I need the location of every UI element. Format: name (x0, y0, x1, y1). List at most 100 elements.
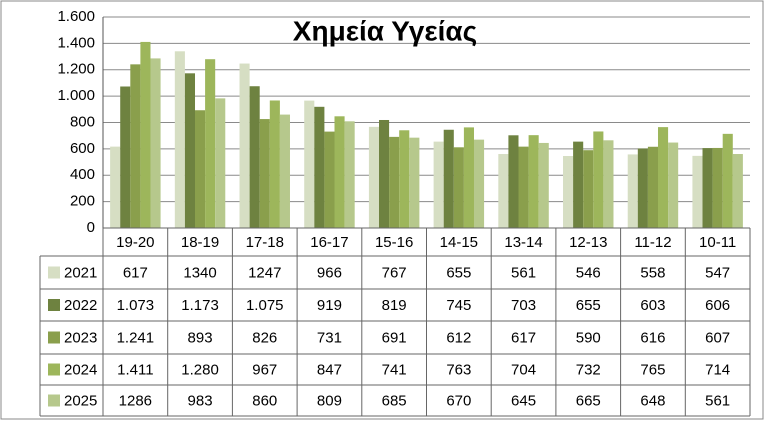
bar (409, 137, 420, 228)
table-cell: 966 (317, 264, 342, 281)
bar (657, 127, 669, 228)
legend-swatch (48, 331, 60, 344)
bar (518, 146, 529, 228)
x-tick-label: 14-15 (440, 234, 478, 251)
bar (174, 51, 185, 228)
legend-swatch (48, 266, 60, 279)
x-tick-label: 19-20 (116, 234, 154, 251)
bar (259, 119, 270, 228)
bar (150, 58, 161, 228)
table-cell: 1.241 (117, 329, 155, 346)
table-cell: 763 (446, 361, 471, 378)
table-cell: 732 (576, 361, 601, 378)
bar (334, 116, 345, 228)
table-cell: 691 (382, 329, 407, 346)
table-cell: 731 (317, 329, 342, 346)
table-cell: 670 (446, 392, 471, 409)
table-cell: 645 (511, 392, 536, 409)
legend-swatch (48, 299, 60, 311)
table-cell: 617 (123, 264, 148, 281)
bar (593, 131, 604, 228)
table-cell: 847 (317, 361, 342, 378)
legend-swatch (48, 394, 60, 407)
x-tick-label: 16-17 (310, 234, 348, 251)
bar (205, 59, 216, 229)
bar (563, 155, 574, 228)
bar (195, 110, 206, 228)
x-tick-label: 18-19 (181, 234, 219, 251)
legend-label: 2025 (64, 392, 97, 409)
bar (389, 136, 400, 228)
bar (538, 142, 549, 228)
bar (249, 86, 260, 228)
bar (239, 63, 250, 228)
chart-title: Χημεία Υγείας (293, 15, 477, 46)
table-cell: 558 (640, 264, 665, 281)
table-cell: 655 (446, 264, 471, 281)
table-cell: 1340 (183, 264, 216, 281)
table-cell: 617 (511, 329, 536, 346)
bar (668, 142, 679, 228)
y-tick-label: 1.400 (57, 34, 95, 51)
y-tick-label: 1.600 (57, 8, 95, 25)
bar (498, 154, 509, 228)
table-cell: 704 (511, 361, 536, 378)
bar (184, 73, 196, 228)
x-tick-label: 13-14 (504, 234, 542, 251)
table-cell: 561 (511, 264, 536, 281)
x-tick-label: 12-13 (569, 234, 607, 251)
bar (314, 106, 325, 228)
bar (110, 146, 121, 228)
bar (528, 135, 539, 228)
bar (603, 140, 614, 228)
table-cell: 919 (317, 297, 342, 314)
table-cell: 561 (705, 392, 730, 409)
bar (573, 141, 584, 228)
bar (508, 135, 519, 228)
table-cell: 603 (640, 297, 665, 314)
y-tick-label: 600 (70, 140, 95, 157)
x-tick-label: 15-16 (375, 234, 413, 251)
table-cell: 703 (511, 297, 536, 314)
table-cell: 607 (705, 329, 730, 346)
bar (627, 154, 638, 228)
x-tick-label: 10-11 (699, 234, 736, 251)
table-cell: 765 (640, 361, 665, 378)
table-cell: 745 (446, 297, 471, 314)
x-tick-label: 17-18 (246, 234, 284, 251)
table-cell: 714 (705, 361, 730, 378)
legend-swatch (48, 363, 60, 376)
table-cell: 741 (382, 361, 407, 378)
table-cell: 819 (382, 297, 407, 314)
table-cell: 648 (640, 392, 665, 409)
y-tick-label: 1.200 (57, 61, 95, 78)
table-cell: 1286 (119, 392, 152, 409)
bar (473, 139, 485, 228)
table-cell: 546 (576, 264, 601, 281)
bar (443, 129, 454, 228)
bar (722, 133, 733, 228)
bar (379, 119, 390, 228)
table-cell: 809 (317, 392, 342, 409)
table-cell: 1.280 (181, 361, 219, 378)
table-cell: 1.411 (117, 361, 153, 378)
bar (583, 150, 594, 228)
bar (399, 130, 410, 228)
table-cell: 590 (576, 329, 601, 346)
y-tick-label: 0 (87, 219, 95, 236)
table-cell: 967 (252, 361, 277, 378)
bar (120, 86, 131, 228)
bar (269, 100, 280, 228)
table-cell: 1247 (248, 264, 281, 281)
bar (712, 147, 723, 228)
bar (692, 155, 703, 228)
table-cell: 983 (188, 392, 213, 409)
bar (368, 126, 380, 228)
table-cell: 893 (188, 329, 213, 346)
table-cell: 1.075 (246, 297, 284, 314)
bar (344, 121, 355, 228)
legend-label: 2021 (64, 264, 97, 281)
y-tick-label: 1.000 (57, 87, 95, 104)
